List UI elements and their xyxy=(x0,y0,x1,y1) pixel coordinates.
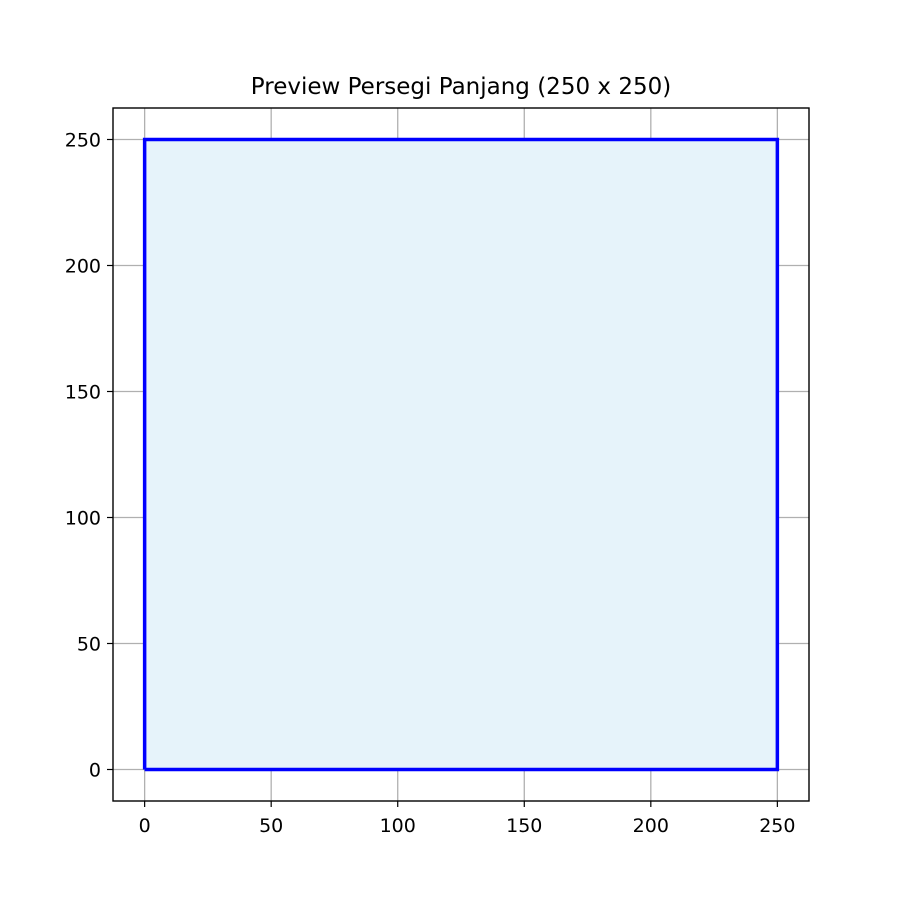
data-layer xyxy=(142,137,780,772)
x-tick-label: 0 xyxy=(139,815,151,837)
x-tick-label: 50 xyxy=(259,815,283,837)
x-tick-label: 150 xyxy=(506,815,542,837)
y-tick-label: 50 xyxy=(77,634,101,656)
y-tick-label: 0 xyxy=(89,760,101,782)
x-tick-label: 100 xyxy=(380,815,416,837)
y-tick-label: 150 xyxy=(65,382,101,404)
ticks: 0 50 100 150 200 250 0 50 100 150 200 250 xyxy=(65,130,796,838)
shape-fill xyxy=(144,139,778,770)
x-tick-label: 200 xyxy=(633,815,669,837)
y-tick-label: 100 xyxy=(65,508,101,530)
shape-outline xyxy=(142,137,780,772)
chart-title: Preview Persegi Panjang (250 x 250) xyxy=(251,74,671,100)
x-tick-label: 250 xyxy=(759,815,795,837)
y-tick-label: 200 xyxy=(65,256,101,278)
plot-frame xyxy=(112,107,810,802)
y-tick-label: 250 xyxy=(65,130,101,152)
